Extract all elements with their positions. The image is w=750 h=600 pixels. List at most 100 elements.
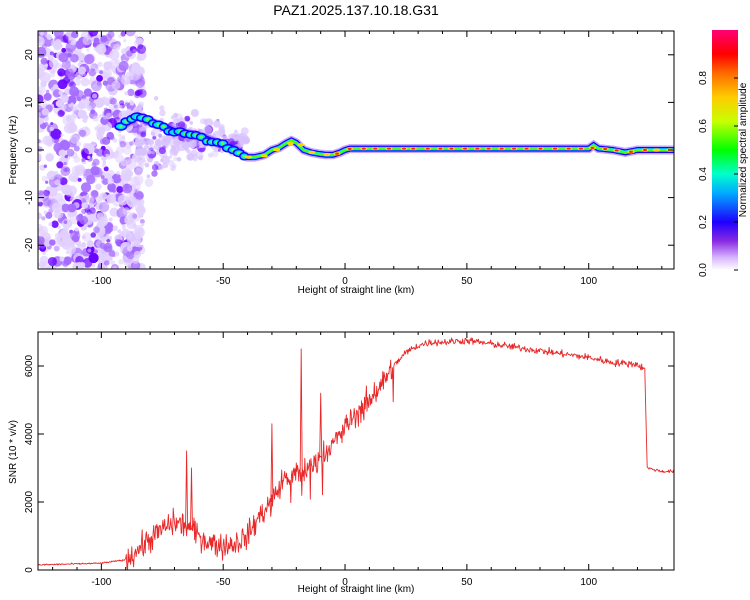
noise-cell (86, 193, 90, 197)
ridge-blob-core (161, 125, 166, 129)
ridge-hotspot-core (629, 150, 634, 154)
noise-cell (38, 36, 45, 47)
noise-cell (159, 105, 165, 111)
snr-y-label: SNR (10 * v/v) (8, 420, 19, 484)
noise-cell (174, 152, 178, 157)
noise-cell (41, 43, 47, 50)
noise-cell (53, 245, 60, 252)
noise-cell (93, 249, 98, 254)
noise-cell (127, 88, 135, 97)
noise-cell (97, 126, 106, 135)
noise-cell (139, 123, 143, 127)
noise-cell (86, 48, 90, 52)
noise-cell (69, 197, 75, 202)
noise-cell (150, 150, 155, 155)
ridge-hotspot-core (654, 148, 659, 152)
ridge-hotspot-core (425, 147, 430, 150)
noise-cell (38, 94, 44, 104)
noise-cell (40, 57, 48, 65)
noise-cell (71, 234, 80, 243)
noise-cell (123, 39, 127, 43)
noise-cell (43, 210, 48, 215)
noise-cell (116, 186, 124, 194)
snr-line (38, 337, 674, 570)
noise-cell (158, 133, 163, 138)
noise-cell (170, 144, 175, 149)
noise-cell (96, 133, 104, 141)
noise-cell (102, 80, 109, 86)
noise-cell (107, 186, 112, 191)
noise-cell (49, 71, 56, 78)
noise-cell (112, 225, 118, 231)
noise-cell (105, 173, 112, 180)
noise-cell (57, 225, 61, 230)
noise-cell (146, 149, 152, 155)
noise-cell (43, 92, 52, 101)
noise-cell (134, 35, 138, 39)
noise-cell (212, 120, 221, 128)
noise-cell (38, 201, 43, 207)
noise-cell (120, 75, 131, 86)
noise-cell (177, 142, 187, 152)
noise-cell (60, 133, 64, 137)
noise-cell (112, 265, 118, 269)
spectrogram-heatmap (38, 31, 674, 269)
noise-cell (129, 141, 134, 146)
noise-cell (211, 133, 216, 138)
noise-cell (207, 152, 214, 158)
noise-cell (138, 101, 144, 108)
noise-cell (49, 51, 55, 56)
noise-cell (109, 97, 117, 105)
noise-cell (122, 207, 131, 216)
noise-cell (108, 236, 113, 240)
noise-cell (59, 256, 65, 262)
spectrogram-x-label: Height of straight line (km) (298, 285, 415, 296)
noise-cell (68, 172, 79, 183)
ridge-hotspot-core (475, 147, 480, 150)
noise-cell (75, 40, 85, 50)
noise-cell (82, 175, 87, 181)
noise-cell (136, 89, 143, 96)
noise-cell (46, 137, 55, 146)
noise-cell (142, 138, 150, 146)
noise-cell (45, 153, 54, 162)
noise-cell (168, 155, 173, 159)
noise-cell (120, 31, 126, 37)
noise-cell (134, 168, 143, 176)
noise-cell (91, 162, 97, 167)
figure-title: PAZ1.2025.137.10.18.G31 (273, 2, 439, 18)
ridge-hotspot-core (299, 143, 304, 146)
noise-cell (109, 207, 119, 217)
noise-cell (126, 171, 132, 177)
noise-cell (108, 250, 116, 257)
noise-cell (61, 59, 71, 70)
noise-cell (234, 129, 238, 133)
noise-cell (139, 157, 143, 161)
noise-cell (38, 212, 43, 220)
noise-cell (146, 174, 151, 179)
noise-cell (81, 198, 86, 203)
spectrogram-x-tick-label: 50 (461, 276, 473, 287)
noise-cell (96, 74, 103, 82)
noise-cell (81, 158, 86, 162)
noise-cell (122, 224, 126, 228)
noise-cell (58, 72, 63, 76)
noise-cell (129, 99, 133, 103)
noise-cell (94, 126, 99, 131)
noise-cell (46, 266, 51, 269)
noise-cell (126, 196, 138, 208)
noise-cell (114, 238, 121, 246)
colorbar-label: Normalized spectral amplitude (738, 82, 749, 217)
colorbar-tick-label: 0.8 (698, 71, 709, 85)
noise-cell (43, 164, 48, 168)
noise-cell (67, 72, 76, 81)
noise-cell (58, 149, 67, 157)
noise-cell (172, 163, 177, 169)
noise-cell (46, 34, 52, 40)
noise-cell (147, 157, 153, 163)
noise-cell (67, 203, 77, 213)
noise-cell (122, 146, 132, 155)
spectrogram-x-tick-label: 0 (342, 276, 348, 287)
noise-cell (170, 115, 175, 120)
noise-cell (160, 155, 170, 165)
